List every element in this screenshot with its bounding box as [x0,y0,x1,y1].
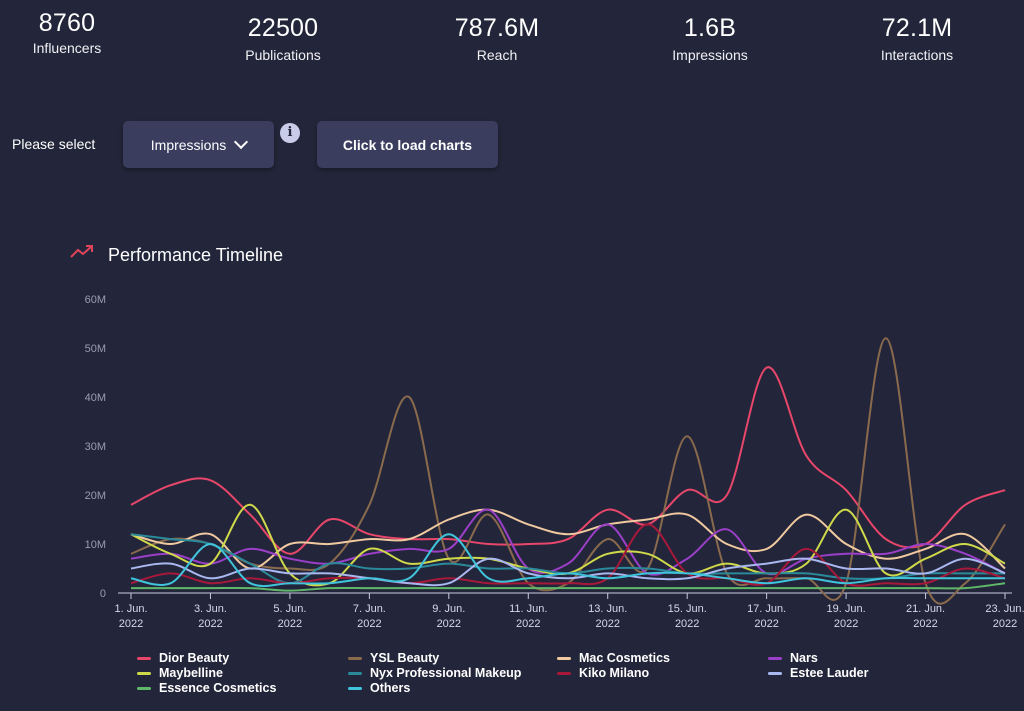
stat-label: Influencers [32,40,102,56]
y-tick-label: 10M [85,539,106,551]
performance-timeline-chart: 0 10M 20M 30M 40M 50M 60M 1. Jun. 2022 3. Jun. 202… [85,294,1024,630]
series-line-dior-beauty [130,366,1006,555]
legend-label: Nyx Professional Makeup [370,666,522,680]
metric-select[interactable]: Impressions [123,121,274,168]
legend-item[interactable]: Mac Cosmetics [557,651,670,665]
legend-label: Essence Cosmetics [159,681,277,695]
x-tick-label: 11. Jun. 2022 [509,603,547,630]
legend-item[interactable]: YSL Beauty [348,651,439,665]
stat-value: 22500 [247,14,319,42]
series-line-nars [130,508,1006,576]
legend-item[interactable]: Dior Beauty [137,651,229,665]
stat-value: 787.6M [454,14,540,42]
series-line-essence-cosmetics [130,582,1006,592]
legend-swatch [348,671,362,675]
stat-value: 1.6B [683,14,737,42]
legend-label: YSL Beauty [370,651,440,665]
legend-item[interactable]: Nyx Professional Makeup [348,666,521,680]
legend-swatch [137,671,151,675]
legend-swatch [557,656,571,660]
please-select-label: Please select [12,136,96,152]
x-tick-label: 7. Jun. 2022 [353,603,386,630]
x-tick-label: 3. Jun. 2022 [194,603,227,630]
x-tick-label: 5. Jun. 2022 [273,603,306,630]
trending-up-icon [70,245,93,258]
legend-label: Dior Beauty [159,651,230,665]
legend-item[interactable]: Others [348,681,410,695]
x-tick-label: 9. Jun. 2022 [432,603,465,630]
series-line-kiko-milano [130,523,1006,587]
series-line-mac-cosmetics [130,508,1006,570]
legend-item[interactable]: Kiko Milano [557,666,649,680]
legend-swatch [137,686,151,690]
legend-swatch [768,656,782,660]
stat-label: Interactions [880,47,954,63]
info-icon[interactable]: i [280,123,300,143]
legend-label: Others [370,681,411,695]
legend-swatch [768,671,782,675]
legend-label: Nars [790,651,818,665]
load-charts-button[interactable]: Click to load charts [317,121,498,168]
legend-item[interactable]: Estee Lauder [768,666,869,680]
legend-swatch [137,656,151,660]
legend-label: Estee Lauder [790,666,869,680]
y-tick-label: 20M [85,490,106,502]
stat-influencers: 8760 Influencers [0,9,152,56]
x-tick-label: 23. Jun. 2022 [985,603,1024,630]
y-tick-label: 0 [100,588,106,600]
series-line-ysl-beauty [130,337,1006,605]
stat-interactions: 72.1M Interactions [832,14,1002,63]
series-line-others [130,533,1005,588]
x-tick-label: 19. Jun. 2022 [827,603,866,630]
x-tick-label: 13. Jun. 2022 [588,603,627,630]
y-tick-label: 60M [85,294,106,306]
legend-item[interactable]: Maybelline [137,666,223,680]
stat-label: Impressions [672,47,748,63]
controls-bar: Please select Impressions i Click to loa… [0,120,1024,170]
y-tick-label: 30M [85,441,106,453]
stat-value: 8760 [38,9,96,37]
series-line-nyx-professional-makeup [130,533,1005,585]
chart-title: Performance Timeline [108,245,284,265]
stat-reach: 787.6M Reach [412,14,582,63]
x-tick-label: 1. Jun. 2022 [114,603,147,630]
y-tick-label: 40M [85,392,106,404]
stat-label: Reach [476,47,518,63]
x-tick-label: 17. Jun. 2022 [747,603,786,630]
legend-label: Maybelline [159,666,223,680]
legend-swatch [348,656,362,660]
legend-swatch [557,671,571,675]
legend-item[interactable]: Essence Cosmetics [137,681,276,695]
legend-swatch [348,686,362,690]
stat-label: Publications [245,47,321,63]
y-tick-label: 50M [85,343,106,355]
metric-select-value: Impressions [150,136,227,153]
legend-item[interactable]: Nars [768,651,818,665]
stat-value: 72.1M [881,14,953,42]
x-tick-label: 15. Jun. 2022 [668,603,707,630]
series-line-estee-lauder [130,557,1006,587]
legend-label: Kiko Milano [579,666,650,680]
stat-publications: 22500 Publications [198,14,368,63]
chevron-down-icon [234,134,249,150]
x-tick-label: 21. Jun. 2022 [906,603,945,630]
legend-label: Mac Cosmetics [579,651,671,665]
stat-impressions: 1.6B Impressions [625,14,795,63]
